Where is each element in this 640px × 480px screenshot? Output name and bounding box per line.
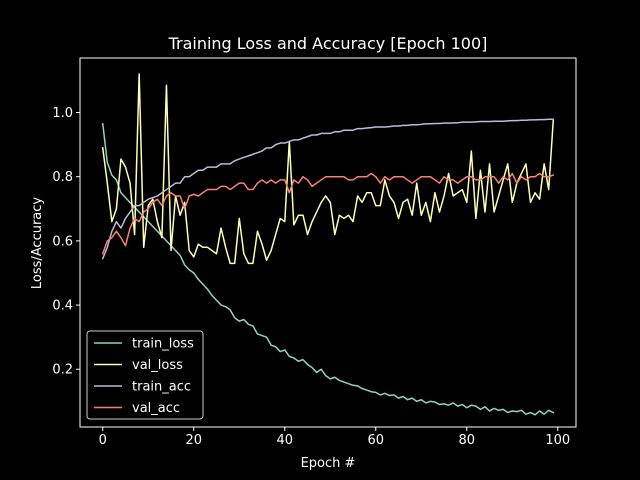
y-tick-label: 0.4 bbox=[52, 299, 73, 314]
legend-label-train-acc: train_acc bbox=[132, 380, 191, 395]
x-axis-label: Epoch # bbox=[301, 456, 356, 471]
x-tick-label: 60 bbox=[368, 433, 385, 448]
y-tick-label: 1.0 bbox=[52, 106, 73, 121]
legend-label-train-loss: train_loss bbox=[132, 337, 194, 352]
y-tick-label: 0.6 bbox=[52, 234, 73, 249]
y-axis-label: Loss/Accuracy bbox=[30, 197, 45, 290]
plot-area-frame bbox=[79, 57, 577, 428]
legend-label-val-acc: val_acc bbox=[132, 401, 180, 416]
series-line-train-loss bbox=[101, 122, 555, 416]
legend-label-val-loss: val_loss bbox=[132, 358, 183, 373]
y-tick-label: 0.8 bbox=[52, 170, 73, 185]
legend-box bbox=[86, 330, 204, 420]
x-tick-label: 0 bbox=[99, 433, 107, 448]
chart-title: Training Loss and Accuracy [Epoch 100] bbox=[168, 34, 488, 53]
x-tick-label: 20 bbox=[185, 433, 202, 448]
y-axis: 0.2 0.4 0.6 0.8 1.0 bbox=[52, 106, 80, 378]
y-tick-label: 0.2 bbox=[52, 363, 73, 378]
x-tick-label: 40 bbox=[276, 433, 293, 448]
x-axis: 0 20 40 60 80 100 bbox=[99, 427, 570, 448]
series-line-val-loss bbox=[101, 73, 555, 265]
series-lines bbox=[101, 73, 555, 416]
x-tick-label: 100 bbox=[545, 433, 570, 448]
x-tick-label: 80 bbox=[459, 433, 476, 448]
series-line-val-acc bbox=[101, 172, 555, 255]
legend: train_loss val_loss train_acc val_acc bbox=[86, 330, 204, 420]
series-line-train-acc bbox=[101, 118, 554, 260]
